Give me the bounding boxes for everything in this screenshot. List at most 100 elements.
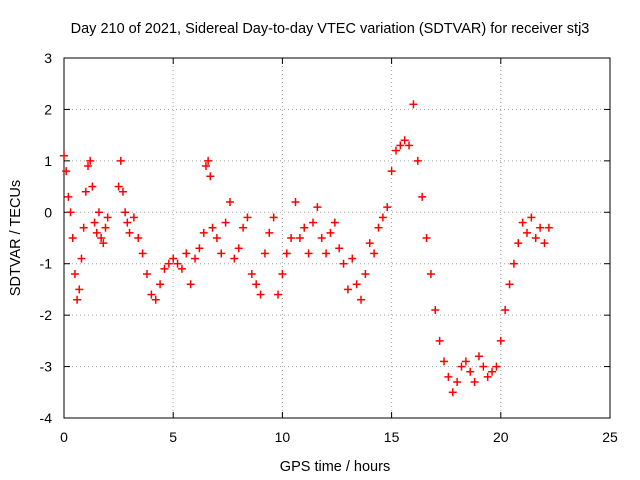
data-point [230,254,239,263]
data-point [339,259,348,268]
data-point [186,280,195,289]
data-point [365,239,374,248]
data-point [470,378,479,386]
data-point [88,182,97,191]
data-point [66,208,75,217]
x-tick-label: 15 [384,429,400,445]
data-point [374,223,383,232]
data-point [265,228,274,237]
data-point [426,270,435,278]
data-point [435,336,444,345]
data-point [352,280,361,289]
data-point [474,352,483,361]
x-axis: 0 5 10 15 20 25 [60,58,618,445]
data-point [383,203,392,212]
data-point [409,100,418,109]
data-point [201,162,210,170]
data-point [260,249,269,258]
data-point [378,213,387,222]
data-point [492,362,501,371]
data-point [84,162,93,170]
chart-grid [64,58,610,418]
data-point [448,388,457,397]
data-point [287,234,296,242]
data-point [370,249,379,258]
data-point [177,264,186,273]
data-point [466,367,475,376]
data-point [123,218,132,227]
data-point [496,336,505,345]
data-point [73,295,82,304]
data-point [295,234,304,242]
y-axis: -4 -3 -2 -1 0 1 2 3 [40,50,610,426]
data-point [282,249,291,258]
y-tick-label: 3 [44,50,52,66]
data-point [121,208,130,217]
data-point [62,167,71,176]
data-point [308,218,317,227]
data-point [199,228,208,237]
data-point [483,372,492,381]
data-point [418,192,427,201]
data-point [75,285,84,294]
data-point [173,259,182,268]
data-point [252,280,261,289]
data-point [195,244,204,253]
x-axis-label: GPS time / hours [280,459,390,475]
data-point [457,362,466,371]
data-point [405,141,414,150]
data-point [479,362,488,371]
y-tick-label: -1 [40,256,53,272]
data-point [523,228,532,237]
data-point [317,234,326,242]
data-point [142,270,151,278]
data-point [291,198,300,206]
data-point [509,259,518,268]
data-point [239,223,248,232]
data-point [164,259,173,268]
data-point [191,254,200,263]
y-tick-label: 2 [44,101,52,117]
data-point [147,290,156,299]
chart-title: Day 210 of 2021, Sidereal Day-to-day VTE… [71,21,590,37]
y-tick-label: -4 [40,410,53,426]
y-tick-label: -2 [40,307,53,323]
data-point [151,295,160,304]
data-point [99,239,108,248]
data-point [444,372,453,381]
data-point [208,223,217,232]
data-point [77,254,86,263]
data-point [313,203,322,212]
data-point [391,146,400,155]
y-axis-label: SDTVAR / TECUs [8,180,24,296]
data-point [413,156,422,165]
data-point [361,270,370,278]
x-tick-label: 5 [169,429,177,445]
data-point [114,182,123,191]
y-tick-label: 1 [44,153,52,169]
data-point [518,218,527,227]
data-point [97,234,106,242]
y-tick-label: -3 [40,359,53,375]
data-point [400,136,409,145]
data-point [322,249,331,258]
data-point [86,156,95,165]
data-point [204,156,213,165]
data-point [269,213,278,222]
data-point [212,234,221,242]
data-point [387,167,396,176]
data-point [138,249,147,258]
data-point [357,295,366,304]
data-point [225,198,234,206]
data-point [234,244,243,253]
data-point [536,223,545,232]
data-point [116,156,125,165]
data-point [300,223,309,232]
data-point [92,228,101,237]
data-point [64,192,73,201]
data-point [326,228,335,237]
data-point [90,218,99,227]
data-point [540,239,549,248]
data-point [505,280,514,289]
